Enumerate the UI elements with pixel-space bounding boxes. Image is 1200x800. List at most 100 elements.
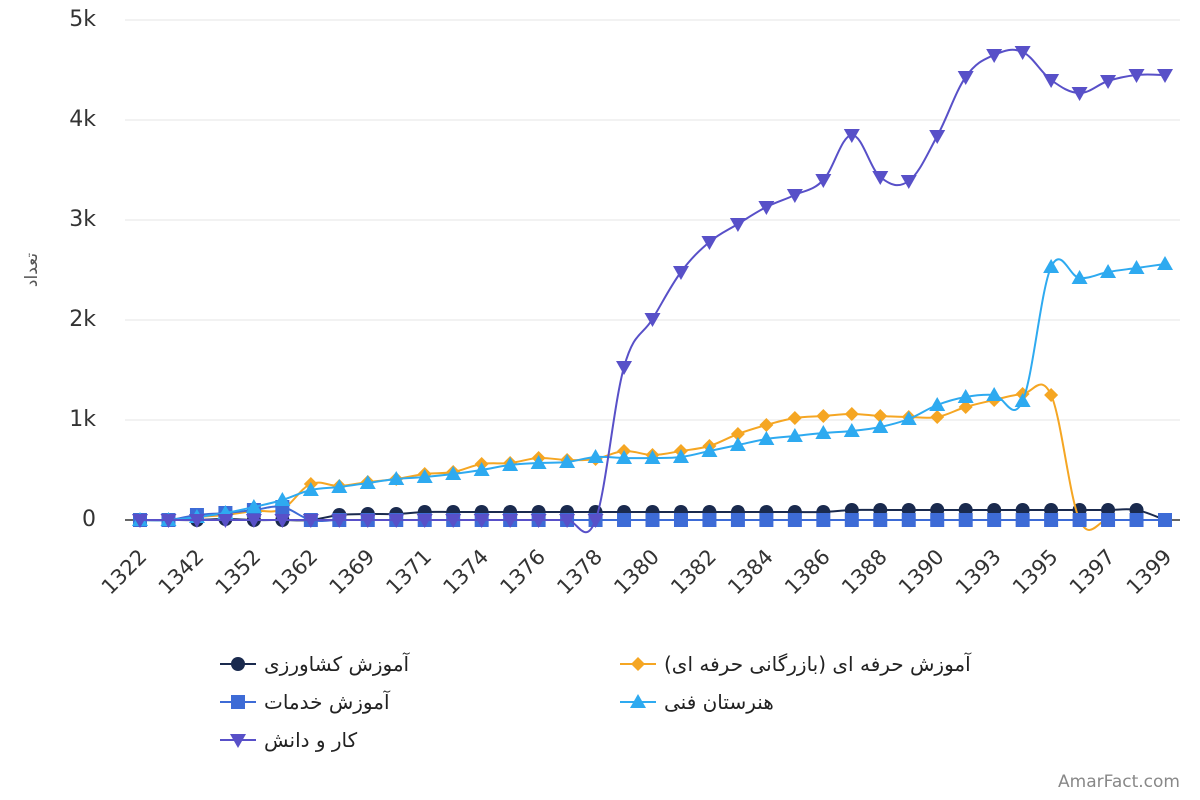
legend-label: آموزش حرفه ای (بازرگانی حرفه ای)	[664, 651, 972, 676]
data-point	[900, 411, 917, 425]
data-point	[873, 513, 888, 527]
data-point	[900, 175, 917, 189]
data-point	[245, 499, 262, 513]
data-point	[1100, 264, 1117, 278]
data-point	[559, 454, 576, 468]
data-point	[729, 218, 746, 232]
legend-label: آموزش کشاورزی	[264, 651, 411, 676]
data-point	[645, 513, 660, 527]
data-point	[416, 514, 433, 528]
y-tick-label: 0	[82, 507, 96, 532]
y-tick-label: 5k	[69, 7, 96, 32]
data-point	[445, 514, 462, 528]
x-tick-label: 1399	[1122, 545, 1177, 600]
x-tick-label: 1386	[780, 545, 835, 600]
data-point	[160, 514, 177, 528]
data-point	[616, 361, 633, 375]
series-4	[132, 256, 1173, 526]
data-point	[930, 513, 945, 527]
data-point	[929, 397, 946, 411]
legend: آموزش کشاورزی آموزش حرفه ای (بازرگانی حرف…	[220, 651, 972, 752]
x-tick-label: 1382	[666, 545, 721, 600]
data-point	[1071, 87, 1088, 101]
legend-item[interactable]: آموزش حرفه ای (بازرگانی حرفه ای)	[620, 651, 972, 676]
x-tick-label: 1388	[837, 545, 892, 600]
data-point	[844, 513, 859, 527]
x-tick-label: 1362	[268, 545, 323, 600]
data-point	[1071, 270, 1088, 284]
x-tick-label: 1380	[609, 545, 664, 600]
data-point	[245, 514, 262, 528]
y-tick-label: 3k	[69, 207, 96, 232]
data-point	[787, 513, 802, 527]
data-point	[815, 425, 832, 439]
x-axis-ticks: 1322 1342 1352 1362 1369 1371 1374 1376 1378 1380…	[97, 520, 1177, 599]
data-point	[445, 466, 462, 480]
data-point	[730, 427, 745, 441]
data-point	[873, 409, 888, 423]
data-point	[930, 410, 945, 424]
data-point	[617, 513, 632, 527]
legend-item[interactable]: آموزش کشاورزی	[220, 651, 411, 676]
x-tick-label: 1376	[495, 545, 550, 600]
data-point	[758, 431, 775, 445]
data-point	[958, 400, 973, 414]
data-point	[1157, 256, 1173, 270]
data-point	[1043, 74, 1060, 88]
x-tick-label: 1397	[1065, 545, 1120, 600]
data-point	[786, 189, 803, 203]
data-point	[673, 513, 688, 527]
y-tick-label: 4k	[69, 107, 96, 132]
data-point	[872, 419, 889, 433]
y-tick-label: 2k	[69, 307, 96, 332]
legend-item[interactable]: هنرستان فنی	[620, 690, 774, 714]
data-point	[502, 514, 519, 528]
data-point	[644, 450, 661, 464]
site-credit[interactable]: AmarFact.com	[1058, 772, 1180, 792]
data-point	[132, 514, 148, 528]
x-tick-label: 1322	[97, 545, 152, 600]
legend-item[interactable]: آموزش خدمات	[220, 689, 391, 714]
data-point	[473, 514, 490, 528]
legend-marker	[630, 694, 646, 708]
data-point	[1100, 75, 1117, 89]
x-tick-label: 1384	[723, 545, 778, 600]
data-point	[388, 514, 405, 528]
data-point	[302, 482, 319, 496]
legend-label: آموزش خدمات	[264, 689, 391, 714]
data-point	[986, 387, 1003, 401]
data-point	[1101, 513, 1116, 527]
x-tick-label: 1369	[325, 545, 380, 600]
x-tick-label: 1342	[154, 545, 209, 600]
data-point	[274, 514, 291, 528]
data-point	[331, 479, 348, 493]
data-point	[958, 513, 973, 527]
data-point	[530, 455, 547, 469]
data-point	[1014, 46, 1031, 60]
data-point	[730, 513, 745, 527]
x-tick-label: 1393	[951, 545, 1006, 600]
data-point	[816, 513, 831, 527]
data-point	[815, 174, 832, 188]
data-point	[1044, 388, 1059, 402]
data-point	[957, 71, 974, 85]
series-5	[132, 46, 1173, 534]
data-point	[644, 313, 661, 327]
data-point	[1015, 513, 1030, 527]
grid-lines	[125, 19, 1180, 521]
data-point	[844, 407, 859, 421]
y-axis-ticks: 0 1k 2k 3k 4k 5k	[69, 7, 96, 532]
x-tick-label: 1378	[552, 545, 607, 600]
data-point	[872, 171, 889, 185]
data-point	[1128, 260, 1145, 274]
data-point	[416, 469, 433, 483]
data-point	[530, 514, 547, 528]
data-point	[1072, 513, 1087, 527]
data-point	[929, 130, 946, 144]
x-tick-label: 1395	[1008, 545, 1063, 600]
data-point	[1044, 513, 1059, 527]
legend-item[interactable]: کار و دانش	[220, 728, 358, 752]
data-point	[388, 471, 405, 485]
data-point	[672, 266, 689, 280]
